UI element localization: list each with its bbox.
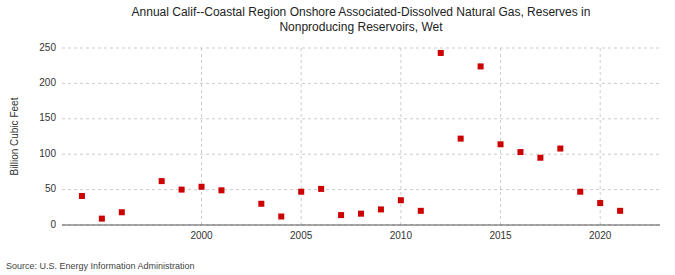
- chart: Annual Calif--Coastal Region Onshore Ass…: [0, 0, 675, 275]
- point: [498, 141, 504, 147]
- y-tick-label: 50: [45, 183, 57, 194]
- grid-line-y: [62, 48, 660, 49]
- point: [159, 178, 165, 184]
- point: [517, 149, 523, 155]
- y-tick-label: 0: [50, 219, 56, 230]
- grid-line-y: [62, 118, 660, 119]
- title: Annual Calif--Coastal Region Onshore Ass…: [132, 5, 591, 34]
- grid-line-y: [62, 189, 660, 190]
- x-tick-label: 2020: [589, 230, 612, 241]
- point: [199, 184, 205, 190]
- point: [278, 214, 284, 220]
- annotation: Source: U.S. Energy Information Administ…: [6, 261, 195, 271]
- grid-line-x: [600, 48, 601, 225]
- grid-line-y: [62, 154, 660, 155]
- point: [179, 187, 185, 193]
- point: [617, 208, 623, 214]
- y-tick-label: 100: [39, 148, 56, 159]
- point: [597, 200, 603, 206]
- x-tick-label: 2005: [290, 230, 313, 241]
- point: [338, 212, 344, 218]
- grid-line-y: [62, 225, 660, 226]
- grid: [62, 48, 660, 225]
- point: [298, 189, 304, 195]
- y-tick-label: 200: [39, 77, 56, 88]
- chart-container: Annual Calif--Coastal Region Onshore Ass…: [0, 0, 675, 275]
- point: [218, 187, 224, 193]
- grid-line-x: [301, 48, 302, 225]
- grid-line-y: [62, 83, 660, 84]
- point: [537, 155, 543, 161]
- x-tick-label: 2015: [489, 230, 512, 241]
- y-tick-label: 150: [39, 112, 56, 123]
- grid-line-x: [201, 48, 202, 225]
- x-axis-line: [62, 225, 660, 226]
- y-axis-label: Billion Cubic Feet: [9, 97, 20, 175]
- point: [418, 208, 424, 214]
- point: [378, 206, 384, 212]
- point: [119, 209, 125, 215]
- y-tick-label: 250: [39, 42, 56, 53]
- point: [358, 211, 364, 217]
- x-tick-label: 2010: [390, 230, 413, 241]
- point: [99, 216, 105, 222]
- x-tick-label: 2000: [190, 230, 213, 241]
- title-line: Annual Calif--Coastal Region Onshore Ass…: [132, 5, 591, 19]
- point: [318, 186, 324, 192]
- point: [577, 189, 583, 195]
- point: [478, 63, 484, 69]
- points: [79, 50, 623, 222]
- title-line: Nonproducing Reservoirs, Wet: [279, 20, 443, 34]
- point: [79, 193, 85, 199]
- grid-line-x: [500, 48, 501, 225]
- point: [438, 50, 444, 56]
- point: [458, 136, 464, 142]
- point: [557, 146, 563, 152]
- point: [258, 201, 264, 207]
- point: [398, 197, 404, 203]
